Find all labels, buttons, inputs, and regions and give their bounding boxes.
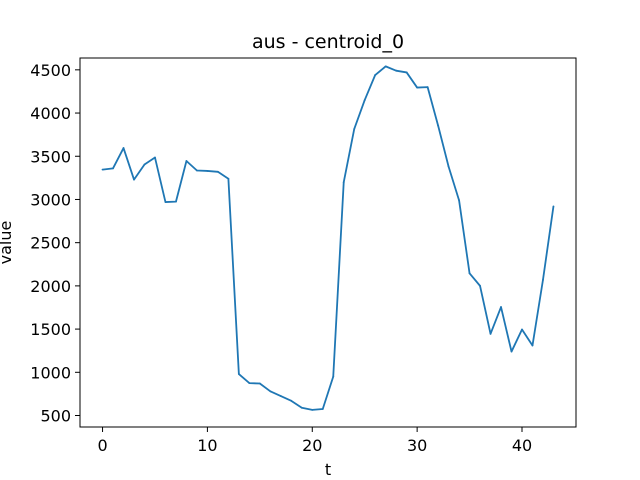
data-point [227,177,230,180]
data-point [353,128,356,130]
data-point [500,306,502,308]
data-point [447,165,450,168]
data-point [384,65,387,68]
data-point [269,390,272,393]
x-axis-label: t [325,460,331,479]
x-tick-label: 0 [97,436,107,455]
data-point [405,71,408,74]
data-point [248,382,251,384]
data-point [489,332,492,335]
y-axis-ticks: 500 1000 1500 2000 2500 3000 3500 4000 4500 [30,61,80,426]
data-point [258,382,261,385]
data-point [122,147,125,149]
y-tick-label: 3500 [30,147,71,166]
data-point [542,278,544,281]
chart-title: aus - centroid_0 [252,31,404,53]
data-point [363,99,366,101]
data-point [175,200,177,203]
data-point [332,375,335,378]
y-tick-label: 500 [40,407,71,426]
data-point [321,408,324,410]
data-point [101,168,104,171]
data-point [552,205,555,208]
data-point [531,344,534,347]
data-point [374,74,377,76]
data-point [237,373,240,375]
y-axis-label: value [0,221,15,265]
data-point [290,399,293,402]
data-point [300,406,303,409]
data-point [437,124,440,127]
data-point [521,328,523,331]
data-point [510,350,513,353]
data-point [342,181,345,184]
data-point [196,169,198,172]
y-tick-label: 1500 [30,320,71,339]
data-point [154,156,156,159]
data-point [426,86,429,89]
data-point [216,170,219,173]
data-point [164,201,167,203]
series-line [102,65,555,411]
data-point [395,69,398,72]
data-point [416,86,419,89]
y-tick-label: 2000 [30,277,71,296]
data-point [133,178,135,181]
series-layer [101,65,555,411]
data-point [143,163,146,166]
x-tick-label: 40 [512,436,532,455]
x-tick-label: 10 [197,436,217,455]
data-point [206,170,209,172]
x-tick-label: 20 [302,436,322,455]
y-tick-label: 3000 [30,190,71,209]
data-point [479,284,481,287]
x-axis-ticks: 0 10 20 30 40 [97,427,532,455]
x-tick-label: 30 [407,436,427,455]
data-point [458,199,460,202]
y-tick-label: 4500 [30,61,71,80]
y-tick-label: 1000 [30,363,71,382]
data-point [279,395,282,397]
y-tick-label: 2500 [30,234,71,253]
data-point [311,408,314,411]
data-point [185,160,188,162]
data-point [112,167,114,170]
y-tick-label: 4000 [30,104,71,123]
data-point [468,272,471,275]
